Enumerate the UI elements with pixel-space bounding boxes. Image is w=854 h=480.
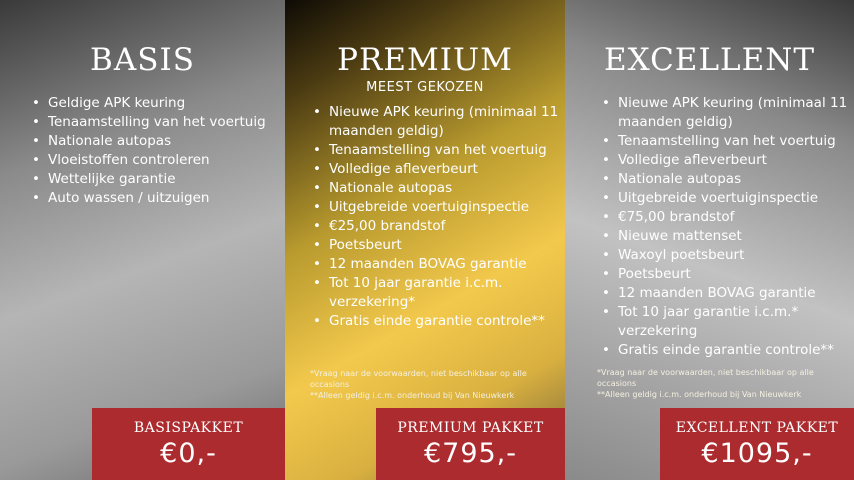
feature-item: Nieuwe mattenset [598,227,854,246]
price-label: EXCELLENT PAKKET [675,420,839,436]
footnotes: *Vraag naar de voorwaarden, niet beschik… [597,367,847,400]
price-label: BASISPAKKET [133,420,244,436]
price-box-premium[interactable]: PREMIUM PAKKET €795,- [376,408,565,480]
price-amount: €795,- [423,438,518,469]
feature-item: Poetsbeurt [309,236,559,255]
feature-item: Tot 10 jaar garantie i.c.m.* verzekering [598,303,854,341]
feature-item: 12 maanden BOVAG garantie [309,255,559,274]
feature-list: Nieuwe APK keuring (minimaal 11 maanden … [598,94,854,360]
footnote: *Vraag naar de voorwaarden, niet beschik… [310,369,527,389]
feature-item: Nationale autopas [598,170,854,189]
feature-item: Geldige APK keuring [28,94,278,113]
package-title: PREMIUM [337,42,513,78]
feature-list: Nieuwe APK keuring (minimaal 11 maanden … [309,103,559,331]
feature-item: Tot 10 jaar garantie i.c.m. verzekering* [309,274,559,312]
feature-item: Wettelijke garantie [28,170,278,189]
feature-item: 12 maanden BOVAG garantie [598,284,854,303]
package-excellent: EXCELLENT Nieuwe APK keuring (minimaal 1… [565,0,854,480]
feature-item: Auto wassen / uitzuigen [28,189,278,208]
feature-item: Uitgebreide voertuiginspectie [309,198,559,217]
feature-item: Nieuwe APK keuring (minimaal 11 maanden … [309,103,559,141]
feature-item: Tenaamstelling van het voertuig [598,132,854,151]
package-basis: BASIS Geldige APK keuringTenaamstelling … [0,0,285,480]
feature-item: Gratis einde garantie controle** [598,341,854,360]
feature-item: Uitgebreide voertuiginspectie [598,189,854,208]
feature-item: Tenaamstelling van het voertuig [28,113,278,132]
price-amount: €1095,- [701,438,813,469]
price-box-excellent[interactable]: EXCELLENT PAKKET €1095,- [660,408,854,480]
package-premium: PREMIUM MEEST GEKOZEN Nieuwe APK keuring… [285,0,565,480]
feature-item: €25,00 brandstof [309,217,559,236]
feature-item: Vloeistoffen controleren [28,151,278,170]
package-title: BASIS [90,42,195,78]
feature-item: Tenaamstelling van het voertuig [309,141,559,160]
footnote: *Vraag naar de voorwaarden, niet beschik… [597,368,814,388]
feature-item: €75,00 brandstof [598,208,854,227]
package-subtitle: MEEST GEKOZEN [366,80,484,95]
footnotes: *Vraag naar de voorwaarden, niet beschik… [310,368,560,401]
price-label: PREMIUM PAKKET [397,420,544,436]
feature-item: Volledige afleverbeurt [309,160,559,179]
feature-item: Volledige afleverbeurt [598,151,854,170]
feature-list: Geldige APK keuringTenaamstelling van he… [28,94,278,208]
footnote: **Alleen geldig i.c.m. onderhoud bij Van… [310,391,515,400]
feature-item: Waxoyl poetsbeurt [598,246,854,265]
feature-item: Gratis einde garantie controle** [309,312,559,331]
feature-item: Nationale autopas [309,179,559,198]
feature-item: Nationale autopas [28,132,278,151]
feature-item: Poetsbeurt [598,265,854,284]
package-title: EXCELLENT [603,42,816,78]
price-box-basis[interactable]: BASISPAKKET €0,- [92,408,285,480]
price-amount: €0,- [160,438,217,469]
footnote: **Alleen geldig i.c.m. onderhoud bij Van… [597,390,802,399]
feature-item: Nieuwe APK keuring (minimaal 11 maanden … [598,94,854,132]
